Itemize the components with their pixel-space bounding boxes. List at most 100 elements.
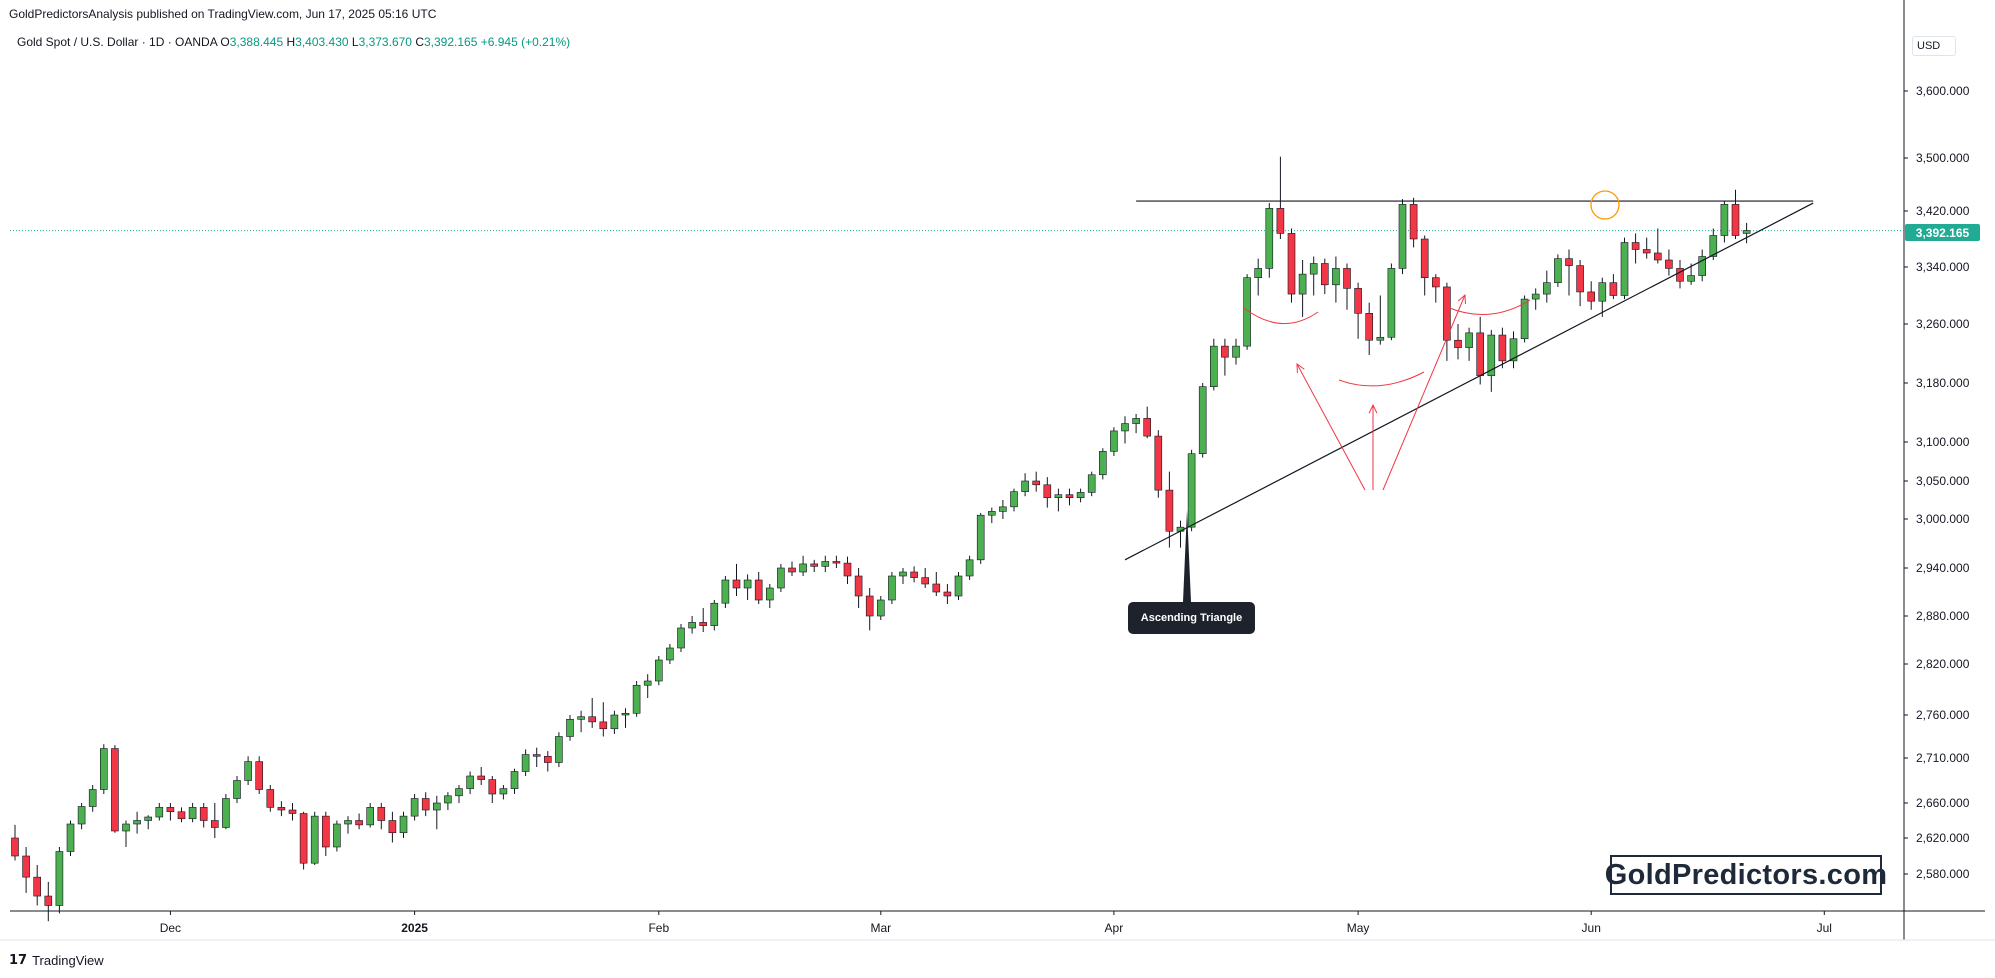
candle-body: [1043, 484, 1052, 499]
candle-body: [1243, 277, 1251, 347]
price-tick-label: 3,500.000: [1916, 151, 1970, 165]
candle-body: [1321, 263, 1329, 286]
open-label: O: [220, 35, 230, 49]
candle-body: [1587, 291, 1595, 302]
candle-body: [654, 659, 663, 682]
price-tick-label: 2,820.000: [1916, 657, 1970, 671]
candle-body: [33, 876, 42, 897]
price-tick-label: 2,940.000: [1916, 561, 1970, 575]
candle-body: [1076, 492, 1085, 499]
candle-body: [632, 684, 641, 714]
candle-body: [754, 579, 763, 601]
candle-body: [1087, 474, 1096, 493]
candle-body: [821, 561, 830, 567]
price-tick-label: 3,100.000: [1916, 435, 1970, 449]
candle-body: [1531, 293, 1540, 300]
candle-body: [477, 775, 486, 780]
candle-body: [799, 563, 807, 573]
candle-body: [1409, 204, 1418, 240]
candle-body: [233, 780, 241, 799]
close-value: 3,392.165: [423, 35, 478, 49]
candle-body: [1287, 233, 1296, 295]
high-value: 3,403.430: [295, 35, 349, 49]
candle-body: [621, 712, 630, 716]
candle-body: [299, 813, 308, 864]
low-label: L: [351, 35, 359, 49]
candle-body: [899, 571, 907, 577]
candle-body: [199, 807, 208, 821]
time-tick-label: 2025: [401, 921, 428, 935]
candle-body: [1465, 332, 1473, 348]
candle-body: [1420, 238, 1429, 278]
footer-brand[interactable]: 𝟭𝟳 TradingView: [9, 952, 104, 968]
candle-body: [277, 807, 286, 811]
candle-body: [588, 716, 597, 723]
candle-body: [765, 587, 774, 601]
candle-body: [1010, 491, 1018, 508]
currency-selector[interactable]: USD: [1912, 36, 1956, 56]
candle-body: [643, 680, 652, 686]
footer-brand-label: TradingView: [32, 952, 104, 968]
candle-body: [1620, 242, 1629, 296]
candle-body: [1687, 275, 1695, 282]
price-tick-label: 2,660.000: [1916, 796, 1970, 810]
higher-low-arc: [1338, 371, 1425, 387]
candle-body: [1343, 268, 1351, 289]
arrow-head: [1368, 403, 1378, 414]
candle-body: [1498, 334, 1507, 362]
candle-body: [1642, 249, 1651, 254]
candle-body: [1021, 480, 1029, 492]
candle-body: [1665, 259, 1673, 269]
candle-body: [910, 571, 918, 578]
candle-body: [288, 809, 297, 814]
candle-body: [211, 820, 219, 828]
candle-body: [466, 775, 474, 789]
candle-body: [88, 789, 97, 807]
candle-body: [266, 789, 275, 808]
candle-body: [1132, 418, 1140, 424]
low-value: 3,373.670: [358, 35, 412, 49]
candle-body: [410, 798, 419, 817]
candle-body: [921, 577, 930, 585]
open-value: 3,388.445: [229, 35, 284, 49]
candle-body: [788, 567, 796, 573]
candle-body: [610, 714, 619, 730]
candle-body: [333, 823, 341, 848]
symbol-label[interactable]: Gold Spot / U.S. Dollar · 1D · OANDA: [17, 35, 218, 49]
price-tick-label: 3,000.000: [1916, 512, 1970, 526]
candle-body: [421, 798, 430, 811]
ascending-triangle-callout[interactable]: Ascending Triangle: [1128, 602, 1255, 634]
candle-body: [244, 761, 252, 781]
candle-body: [1276, 208, 1285, 234]
candle-body: [499, 788, 508, 795]
time-tick-label: Jul: [1817, 921, 1832, 935]
candle-body: [1487, 334, 1496, 376]
candle-body: [1387, 268, 1396, 338]
price-tick-label: 2,710.000: [1916, 751, 1970, 765]
candle-body: [66, 823, 75, 852]
candle-body: [1099, 451, 1107, 476]
candle-body: [1210, 345, 1218, 387]
candle-body: [1121, 423, 1129, 432]
candle-body: [1554, 258, 1562, 283]
candle-body: [222, 798, 230, 828]
candle-body: [1265, 208, 1274, 269]
candle-body: [1731, 204, 1740, 236]
candle-body: [1598, 282, 1607, 302]
candle-body: [55, 851, 64, 906]
candle-body: [987, 511, 996, 516]
candle-body: [521, 754, 530, 772]
candle-body: [444, 795, 452, 804]
candle-body: [111, 748, 119, 832]
candle-body: [854, 575, 863, 597]
candle-body: [666, 647, 674, 661]
candle-body: [843, 562, 852, 577]
candle-body: [1232, 345, 1240, 358]
candle-body: [677, 627, 685, 649]
candle-body: [1709, 235, 1718, 257]
candle-body: [188, 807, 197, 820]
candle-body: [699, 622, 708, 626]
candle-body: [1032, 480, 1040, 486]
arrow-head: [1296, 362, 1305, 374]
